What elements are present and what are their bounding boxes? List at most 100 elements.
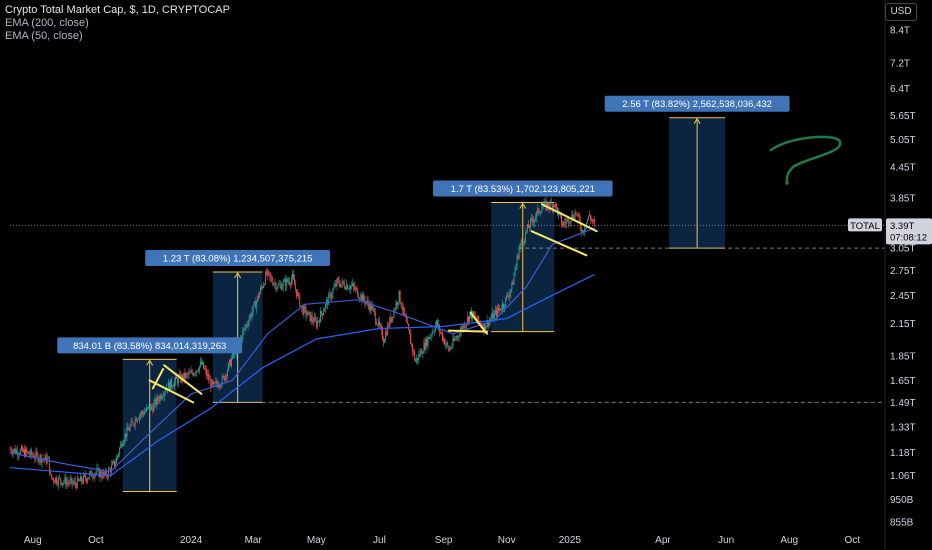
x-tick-label: Nov [498,535,516,546]
candle-body [422,352,424,354]
candle-body [61,481,63,485]
candle-body [441,332,442,334]
flag-trendline[interactable] [530,230,588,257]
candle-body [48,456,50,473]
candle-body [174,381,175,387]
y-tick-label: 4.45T [890,162,916,173]
flag-trendline[interactable] [148,379,195,404]
candle-body [83,475,84,483]
x-tick-label: 2024 [180,535,203,546]
candle-body [80,476,82,482]
candle-body [104,471,106,475]
candle-body [480,322,482,326]
candle-body [199,361,201,366]
candle-body [395,302,397,310]
candle-body [246,324,248,326]
candle-body [111,462,113,466]
indicator-ema50[interactable]: EMA (50, close) [5,30,83,42]
candle-body [396,302,398,305]
candle-body [109,469,111,473]
candle-body [119,447,121,454]
candle-body [47,456,49,459]
measure-label: 2.56 T (83.82%) 2,562,538,036,432 [622,99,772,110]
candle-body [427,337,429,346]
candle-body [306,314,308,316]
candle-body [30,449,32,455]
candle-body [311,315,313,321]
candle-body [176,376,178,379]
candle-body [125,433,127,437]
candle-body [101,476,103,478]
candle-body [424,342,426,350]
candle-body [75,484,77,488]
candle-body [540,212,542,214]
candle-body [418,354,420,361]
y-tick-label: 5.05T [890,135,916,146]
candle-body [145,411,147,412]
candle-body [285,278,287,287]
candle-body [332,289,334,296]
candle-body [341,280,343,284]
candle-body [454,338,456,341]
candle-body [232,352,233,359]
candle-body [184,372,186,379]
flag-trendline[interactable] [447,329,489,333]
candle-body [578,214,580,220]
candle-body [294,278,296,286]
candle-body [346,284,348,290]
candle-body [96,468,98,472]
candle-body [63,481,65,483]
candle-body [440,331,441,333]
candle-body [158,400,160,401]
flag-trendline[interactable] [151,368,165,390]
y-tick-label: 1.49T [890,398,916,409]
candle-body [543,201,545,207]
candle-body [313,317,315,323]
candle-body [76,478,78,488]
candle-body [216,381,218,385]
candle-body [105,471,107,476]
flag-trendline[interactable] [163,364,203,395]
candle-body [114,460,115,466]
candle-body [65,477,67,486]
candle-body [229,359,231,367]
candle-body [154,399,156,404]
measure-label: 1.7 T (83.53%) 1,702,123,805,221 [451,184,595,195]
candle-body [24,449,25,457]
candle-body [86,478,88,482]
candle-body [398,290,400,303]
candle-body [402,307,404,310]
candle-body [58,477,60,485]
candle-body [526,224,528,232]
candle-body [292,274,293,280]
candle-body [465,323,467,326]
candle-body [178,376,180,384]
flag-trendline[interactable] [540,203,598,233]
candle-body [268,270,270,273]
candle-body [356,288,358,290]
candle-body [98,468,100,478]
candle-body [463,324,465,329]
measure-arrow-head [234,272,242,279]
candle-body [380,325,381,327]
flag-trendline[interactable] [469,311,489,335]
price-tag-value: 3.39T [890,221,914,232]
candle-body [60,478,62,482]
currency-button[interactable]: USD [885,3,917,21]
candle-body [484,323,486,330]
y-tick-label: 3.05T [890,244,916,255]
candle-body [95,471,97,474]
candle-body [242,330,244,339]
candle-body [138,415,140,419]
candle-body [426,338,428,346]
indicator-ema200[interactable]: EMA (200, close) [5,17,89,29]
candle-body [127,427,129,430]
candle-body [385,332,387,340]
price-tag-countdown: 07:08:12 [890,232,927,243]
candle-body [143,413,144,415]
candle-body [522,241,524,243]
candle-body [415,359,417,362]
candle-body [88,477,90,480]
candle-body [371,306,373,311]
